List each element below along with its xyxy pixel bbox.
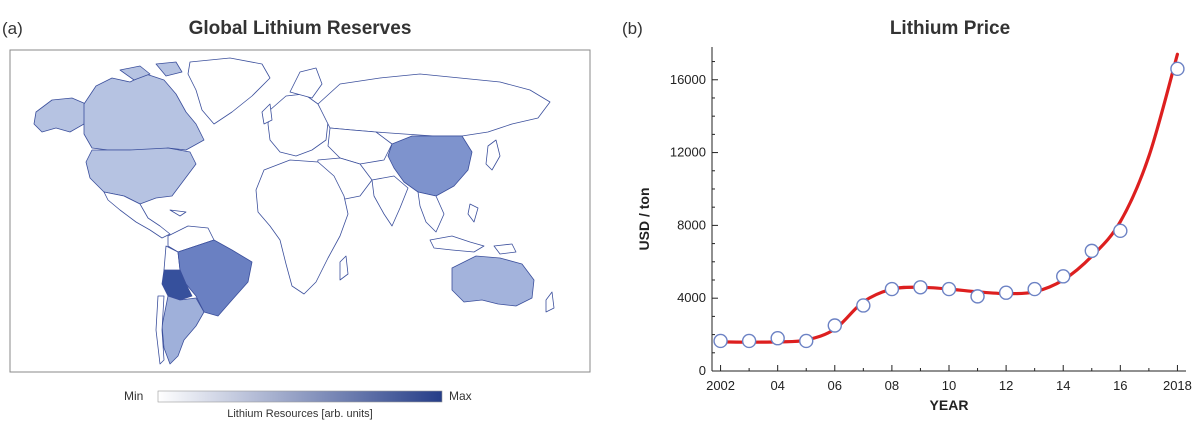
arctic-islands-shape <box>119 61 183 81</box>
data-point <box>970 289 985 304</box>
x-tick-label: 2002 <box>706 378 735 393</box>
data-point <box>913 280 928 295</box>
x-tick-label: 14 <box>1056 378 1070 393</box>
indonesia-shape <box>429 235 485 253</box>
y-tick-label: 4000 <box>677 290 706 305</box>
x-tick-label: 16 <box>1113 378 1127 393</box>
data-point <box>941 281 957 297</box>
data-point <box>998 285 1014 300</box>
scandinavia-shape <box>289 67 323 99</box>
data-point <box>1170 61 1185 77</box>
x-axis-title: YEAR <box>930 397 969 413</box>
y-tick-label: 12000 <box>670 145 706 160</box>
colorbar-min-label: Min <box>124 389 144 403</box>
panel-b-letter: (b) <box>622 19 643 38</box>
data-point <box>1056 269 1071 284</box>
mexico-shape <box>103 191 171 239</box>
x-tick-label: 2018 <box>1163 378 1192 393</box>
data-point <box>741 333 757 349</box>
x-tick-label: 06 <box>828 378 842 393</box>
chart-title: Lithium Price <box>889 18 1011 39</box>
madagascar-shape <box>339 255 349 281</box>
bolivia-chile-shape <box>161 269 193 301</box>
data-point <box>1027 281 1042 297</box>
argentina-shape <box>161 295 205 365</box>
data-point <box>713 333 728 349</box>
usa-shape <box>85 147 197 205</box>
price-chart: 0 4000 8000 12000 16000 2002 04 06 08 10 12 14 16 201… <box>636 47 1192 413</box>
uk-shape <box>261 103 273 125</box>
chile-shape <box>155 295 165 365</box>
map-title: Global Lithium Reserves <box>188 18 412 39</box>
y-axis-title: USD / ton <box>636 188 652 251</box>
y-tick-label: 0 <box>699 363 706 378</box>
data-point <box>856 298 871 313</box>
japan-shape <box>485 139 501 171</box>
southeast-asia-shape <box>417 191 445 233</box>
panel-a-letter: (a) <box>2 19 23 38</box>
x-tick-label: 12 <box>999 378 1013 393</box>
greenland-shape <box>187 57 271 125</box>
x-tick-label: 08 <box>885 378 899 393</box>
y-tick-label: 8000 <box>677 217 706 232</box>
data-point <box>799 333 814 349</box>
data-point <box>827 318 842 333</box>
caribbean-shape <box>169 209 187 217</box>
y-tick-label: 16000 <box>670 72 706 87</box>
central-asia-shape <box>327 127 393 165</box>
data-point <box>1084 243 1099 259</box>
india-shape <box>371 175 409 227</box>
world-map <box>33 57 555 365</box>
data-point <box>1113 223 1128 239</box>
data-point <box>770 331 785 346</box>
china-shape <box>387 135 473 197</box>
colorbar-title: Lithium Resources [arb. units] <box>227 408 373 420</box>
x-tick-label: 10 <box>942 378 956 393</box>
new-zealand-shape <box>545 291 555 313</box>
data-point <box>884 281 900 297</box>
papua-shape <box>493 243 517 255</box>
colorbar-max-label: Max <box>449 389 472 403</box>
alaska-shape <box>33 97 87 133</box>
africa-shape <box>255 159 349 295</box>
colorbar <box>157 390 443 403</box>
x-tick-label: 04 <box>770 378 784 393</box>
philippines-shape <box>467 203 479 223</box>
australia-shape <box>451 255 535 307</box>
fit-curve <box>719 52 1179 344</box>
